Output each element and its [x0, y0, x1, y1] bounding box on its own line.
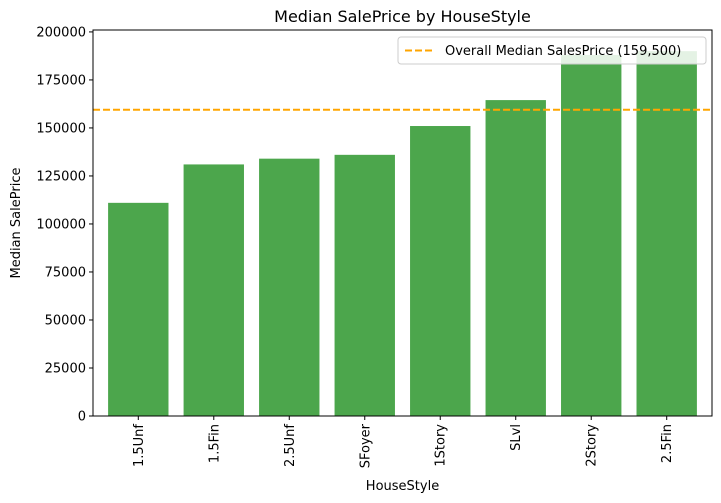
x-tick-label: 2.5Unf: [283, 424, 298, 467]
x-axis: 1.5Unf 1.5Fin 2.5Unf SFoyer 1Story SLvl 2Story…: [132, 416, 675, 468]
y-tick-label: 50000: [45, 313, 86, 328]
bars-group: [108, 51, 697, 416]
bar-1.5Fin: [183, 164, 244, 416]
bar-SLvl: [485, 100, 546, 416]
legend-label: Overall Median SalesPrice (159,500): [445, 44, 681, 59]
y-tick-label: 100000: [36, 217, 86, 232]
y-axis: 0 25000 50000 75000 100000 125000 150000 175000…: [36, 25, 93, 425]
x-tick-label: SLvl: [509, 424, 524, 451]
y-tick-label: 200000: [36, 25, 86, 40]
bar-1.5Unf: [108, 202, 169, 416]
x-tick-label: 2Story: [585, 424, 600, 467]
legend-box: [397, 36, 707, 65]
bar-2Story: [561, 54, 622, 416]
y-tick-label: 75000: [45, 265, 86, 280]
y-tick-label: 150000: [36, 121, 86, 136]
x-tick-label: 1.5Fin: [207, 424, 222, 463]
plot-frame: [92, 29, 713, 417]
x-tick-label: 2.5Fin: [660, 424, 675, 463]
legend: Overall Median SalesPrice (159,500): [397, 36, 707, 65]
chart-title: Median SalePrice by HouseStyle: [274, 7, 531, 26]
bar-SFoyer: [334, 154, 395, 416]
y-tick-label: 125000: [36, 169, 86, 184]
y-axis-title: Median SalePrice: [9, 168, 24, 279]
x-tick-label: 1Story: [434, 424, 449, 467]
bar-2.5Unf: [259, 158, 320, 416]
bar-1Story: [410, 126, 471, 416]
y-tick-label: 175000: [36, 73, 86, 88]
y-tick-label: 25000: [45, 361, 86, 376]
x-tick-label: SFoyer: [358, 423, 373, 468]
bar-2.5Fin: [636, 51, 697, 416]
y-tick-label: 0: [78, 410, 86, 425]
x-tick-label: 1.5Unf: [132, 424, 147, 467]
x-axis-title: HouseStyle: [366, 479, 439, 494]
